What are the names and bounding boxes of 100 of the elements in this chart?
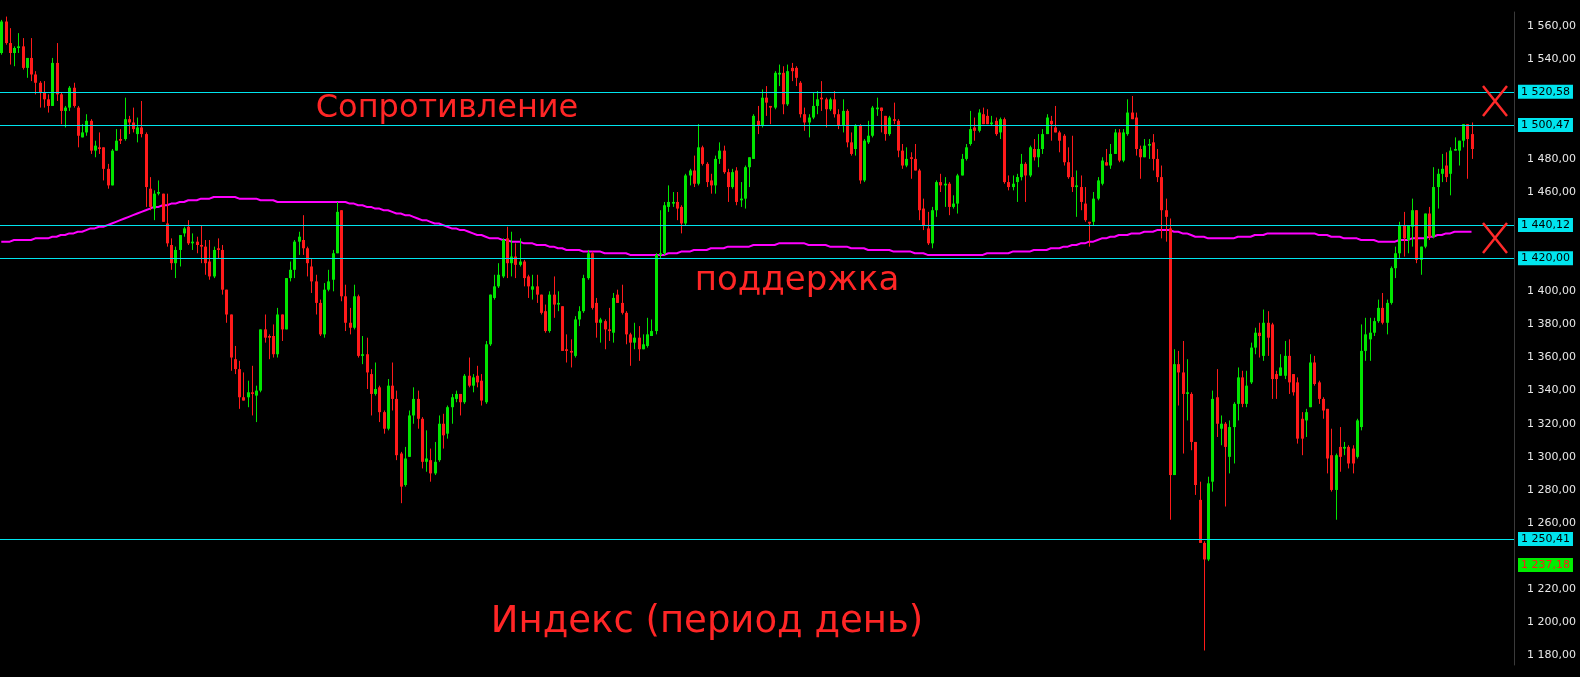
candlestick — [816, 90, 819, 115]
candlestick — [727, 168, 730, 203]
candlestick — [1318, 380, 1321, 405]
candlestick — [39, 80, 42, 109]
annotation: Индекс (период день) — [490, 598, 924, 641]
candlestick — [1381, 292, 1384, 325]
candlestick — [1152, 133, 1155, 171]
candlestick — [578, 305, 581, 327]
candlestick — [124, 97, 127, 142]
candlestick — [850, 131, 853, 157]
candlestick — [570, 338, 573, 368]
candlestick — [187, 219, 190, 246]
candlestick — [1084, 186, 1087, 223]
candlestick — [434, 441, 437, 476]
candlestick — [718, 141, 721, 165]
candlestick — [914, 143, 917, 171]
candlestick — [1080, 174, 1083, 211]
candlestick — [417, 390, 420, 430]
candlestick — [451, 393, 454, 425]
y-tick-label: 1 180,00 — [1527, 648, 1576, 662]
candlestick — [812, 92, 815, 120]
candlestick — [1347, 444, 1350, 469]
candlestick — [1254, 327, 1257, 355]
candlestick — [17, 32, 20, 54]
candlestick — [153, 189, 156, 221]
candlestick — [629, 332, 632, 367]
candlestick — [472, 373, 475, 393]
candlestick — [268, 333, 271, 360]
candlestick — [1449, 146, 1452, 196]
candlestick — [200, 224, 203, 264]
candlestick — [140, 100, 143, 138]
candlestick — [264, 314, 267, 344]
candlestick — [1403, 211, 1406, 258]
candlestick — [1279, 353, 1282, 377]
candlestick — [978, 108, 981, 133]
candlestick — [174, 246, 177, 279]
candlestick — [361, 335, 364, 365]
candlestick — [1305, 408, 1308, 438]
candlestick — [1394, 246, 1397, 279]
candlestick — [910, 151, 913, 180]
y-tick-label: 1 480,00 — [1527, 151, 1576, 165]
candlestick — [633, 322, 636, 350]
candlestick — [842, 98, 845, 133]
candlestick — [102, 146, 105, 181]
y-tick-label: 1 260,00 — [1527, 515, 1576, 529]
candlestick — [1220, 414, 1223, 446]
candlestick — [1301, 411, 1304, 456]
candlestick — [497, 262, 500, 289]
candlestick — [315, 274, 318, 315]
y-tick-label: 1 280,00 — [1527, 482, 1576, 496]
candlestick — [1203, 540, 1206, 651]
candlestick — [289, 261, 292, 282]
candlestick — [765, 85, 768, 117]
candlestick — [272, 323, 275, 359]
candlestick — [149, 176, 152, 211]
candlestick — [888, 115, 891, 137]
candlestick — [1245, 370, 1248, 408]
candlestick — [1454, 136, 1457, 152]
candlestick — [833, 90, 836, 119]
candlestick — [1092, 191, 1095, 226]
candlestick — [366, 337, 369, 390]
candlestick — [1462, 123, 1465, 148]
candlestick — [973, 117, 976, 142]
candlestick — [60, 92, 63, 125]
candlestick — [166, 193, 169, 248]
candlestick — [247, 380, 250, 408]
candlestick — [680, 204, 683, 234]
candlestick — [1373, 317, 1376, 337]
candlestick — [480, 373, 483, 407]
y-tick-label: 1 560,00 — [1527, 19, 1576, 33]
candlestick — [1109, 143, 1112, 170]
candlestick — [1148, 138, 1151, 160]
candlestick — [1471, 122, 1474, 160]
candlestick — [1233, 401, 1236, 464]
candlestick — [791, 62, 794, 82]
candlestick — [536, 274, 539, 304]
candlestick — [251, 365, 254, 416]
candlestick — [132, 107, 135, 133]
y-tick-label: 1 540,00 — [1527, 52, 1576, 66]
candlestick — [170, 237, 173, 271]
candlestick — [676, 191, 679, 221]
candlestick — [927, 211, 930, 246]
candlestick — [64, 105, 67, 128]
candlestick — [825, 97, 828, 128]
candlestick — [939, 173, 942, 193]
candlestick — [1020, 153, 1023, 181]
candlestick — [1067, 146, 1070, 180]
y-tick-label: 1 460,00 — [1527, 184, 1576, 198]
candlestick — [901, 143, 904, 170]
candlestick — [523, 259, 526, 287]
candlestick — [179, 234, 182, 267]
candlestick — [1177, 350, 1180, 407]
candlestick — [43, 80, 46, 109]
candlestick — [1369, 317, 1372, 362]
candlestick — [302, 214, 305, 256]
candlestick — [693, 155, 696, 188]
candlestick — [905, 146, 908, 168]
candlestick — [370, 368, 373, 416]
candlestick — [854, 123, 857, 157]
candlestick — [625, 310, 628, 345]
